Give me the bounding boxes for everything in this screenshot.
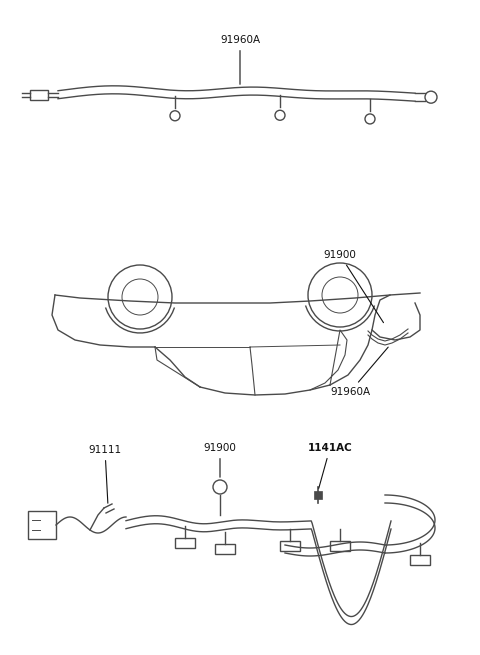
Bar — [314, 491, 322, 499]
Bar — [215, 544, 235, 553]
Bar — [30, 90, 48, 100]
Bar — [410, 555, 430, 565]
Bar — [330, 542, 350, 552]
Text: 91960A: 91960A — [330, 347, 388, 397]
Bar — [175, 538, 195, 548]
Bar — [28, 511, 56, 539]
Text: 91900: 91900 — [324, 250, 384, 323]
Text: 91900: 91900 — [204, 443, 237, 477]
Text: 1141AC: 1141AC — [308, 443, 352, 489]
Text: 91111: 91111 — [88, 445, 121, 503]
Bar — [280, 541, 300, 551]
Text: 91960A: 91960A — [220, 35, 260, 84]
